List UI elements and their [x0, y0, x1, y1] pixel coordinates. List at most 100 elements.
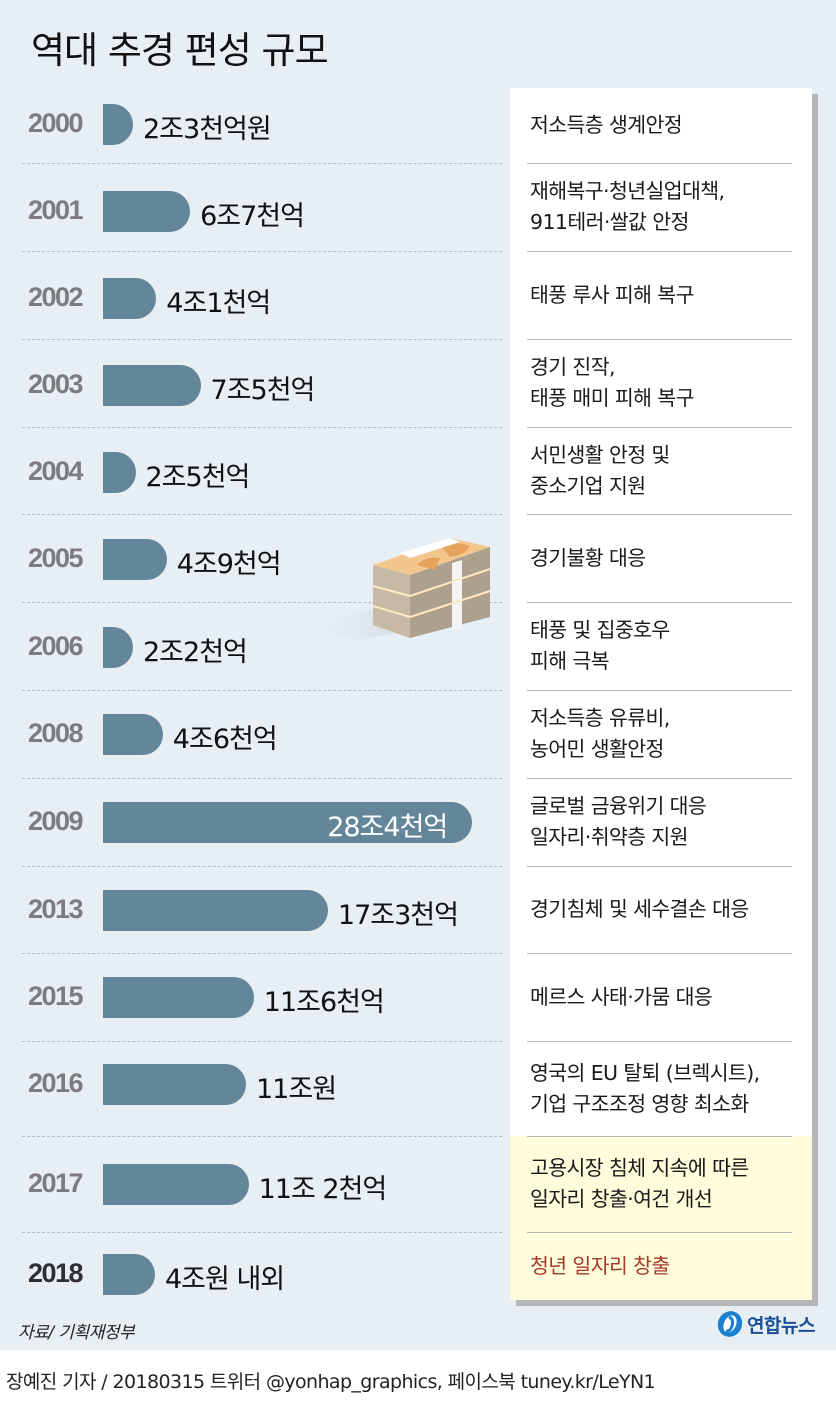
chart-title: 역대 추경 편성 규모 — [31, 29, 329, 72]
year-label: 2006 — [28, 631, 84, 661]
description-2005: 경기불황 대응 — [530, 514, 805, 602]
yonhap-logo-icon — [717, 1311, 743, 1337]
bar-row-2003: 2003 7조5천억 — [0, 364, 510, 408]
bar — [103, 890, 328, 931]
description-line: 메르스 사태·가뭄 대응 — [530, 984, 713, 1009]
year-label: 2016 — [28, 1068, 84, 1098]
credit-line: 장예진 기자 / 20180315 트위터 @yonhap_graphics, … — [6, 1371, 656, 1393]
panel-divider — [527, 866, 792, 867]
amount-label: 17조3천억 — [337, 900, 459, 931]
description-line: 태풍 루사 피해 복구 — [530, 282, 694, 307]
description-line: 영국의 EU 탈퇴 (브렉시트), — [530, 1060, 760, 1085]
row-divider — [22, 1232, 502, 1233]
row-divider — [22, 251, 502, 252]
description-line: 농어민 생활안정 — [530, 737, 664, 761]
highlight-panel — [510, 1136, 812, 1300]
description-line: 피해 극복 — [530, 649, 610, 673]
description-line: 경기 진작, — [530, 355, 615, 379]
year-label: 2013 — [28, 894, 84, 924]
year-label: 2008 — [28, 718, 84, 748]
bar-row-2015: 2015 11조6천억 — [0, 976, 510, 1020]
row-divider — [22, 690, 502, 691]
bar — [103, 191, 191, 232]
description-2013: 경기침체 및 세수결손 대응 — [530, 866, 805, 953]
description-2001: 재해복구·청년실업대책, 911테러·쌀값 안정 — [530, 163, 805, 251]
panel-divider — [527, 953, 792, 954]
row-divider — [22, 602, 502, 603]
bar — [103, 802, 473, 843]
description-2006: 태풍 및 집중호우 피해 극복 — [530, 602, 805, 690]
bar-row-2001: 2001 6조7천억 — [0, 190, 510, 234]
description-2000: 저소득층 생계안정 — [530, 88, 805, 163]
bar — [103, 627, 133, 668]
amount-label: 7조5천억 — [210, 375, 316, 406]
row-divider — [22, 1041, 502, 1042]
amount-label: 2조2천억 — [143, 637, 248, 668]
description-2015: 메르스 사태·가뭄 대응 — [530, 953, 805, 1041]
description-line: 저소득층 생계안정 — [530, 113, 683, 137]
amount-label: 4조6천억 — [172, 724, 278, 755]
bar-row-2008: 2008 4조6천억 — [0, 713, 510, 757]
row-divider — [22, 866, 502, 867]
amount-label: 11조6천억 — [263, 987, 385, 1018]
year-label: 2018 — [28, 1258, 84, 1288]
year-label: 2015 — [28, 981, 84, 1011]
bar — [103, 539, 167, 580]
description-2008: 저소득층 유류비, 농어민 생활안정 — [530, 690, 805, 778]
description-line: 경기불황 대응 — [530, 545, 646, 570]
year-label: 2005 — [28, 543, 84, 573]
description-line: 일자리·취약층 지원 — [530, 825, 689, 849]
bar-row-2004: 2004 2조5천억 — [0, 451, 510, 495]
panel-divider — [527, 251, 792, 252]
yonhap-logo: 연합뉴스 — [716, 1310, 815, 1338]
bar — [103, 278, 157, 319]
year-label: 2002 — [28, 282, 84, 312]
bar — [103, 452, 136, 493]
amount-label: 11조원 — [256, 1074, 337, 1105]
bar — [103, 104, 133, 145]
amount-label: 6조7천억 — [200, 201, 305, 232]
description-line: 글로벌 금융위기 대응 — [530, 794, 707, 818]
year-label: 2000 — [28, 108, 84, 138]
bar-row-2006: 2006 2조2천억 — [0, 626, 510, 670]
bar-row-2005: 2005 4조9천억 — [0, 538, 510, 582]
bar — [103, 365, 201, 406]
panel-divider — [527, 1232, 792, 1233]
row-divider — [22, 778, 502, 779]
description-line: 중소기업 지원 — [530, 473, 646, 498]
bar — [103, 977, 254, 1018]
amount-label: 2조5천억 — [145, 462, 251, 493]
amount-label: 11조 2천억 — [258, 1174, 388, 1205]
panel-divider — [527, 427, 792, 428]
description-line: 태풍 매미 피해 복구 — [530, 386, 694, 410]
bar-row-2016: 2016 11조원 — [0, 1063, 510, 1107]
panel-divider — [527, 1041, 792, 1042]
bar — [103, 1064, 246, 1105]
row-divider — [22, 514, 502, 515]
year-label: 2004 — [28, 456, 84, 486]
year-label: 2003 — [28, 369, 84, 399]
panel-divider — [527, 514, 792, 515]
bar-row-2000: 2000 2조3천억원 — [0, 103, 510, 147]
bar-row-2009: 2009 28조4천억 — [0, 801, 510, 845]
amount-label: 2조3천억원 — [143, 114, 272, 145]
panel-divider — [527, 163, 792, 164]
bar — [103, 1254, 155, 1295]
description-line: 서민생활 안정 및 — [530, 442, 670, 467]
amount-label: 4조1천억 — [166, 288, 271, 319]
year-label: 2009 — [28, 806, 84, 836]
row-divider — [22, 163, 502, 164]
bar — [103, 714, 163, 755]
description-line: 기업 구조조정 영향 최소화 — [530, 1091, 749, 1116]
bar-row-2013: 2013 17조3천억 — [0, 889, 510, 933]
source-note: 자료/ 기획재정부 — [18, 1323, 135, 1343]
panel-divider — [527, 339, 792, 340]
money-stack-icon — [300, 538, 491, 640]
description-line: 경기침체 및 세수결손 대응 — [530, 897, 749, 921]
panel-divider — [527, 602, 792, 603]
description-2016: 영국의 EU 탈퇴 (브렉시트), 기업 구조조정 영향 최소화 — [530, 1041, 805, 1136]
description-2017: 고용시장 침체 지속에 따른 일자리 창출·여건 개선 — [530, 1136, 805, 1232]
